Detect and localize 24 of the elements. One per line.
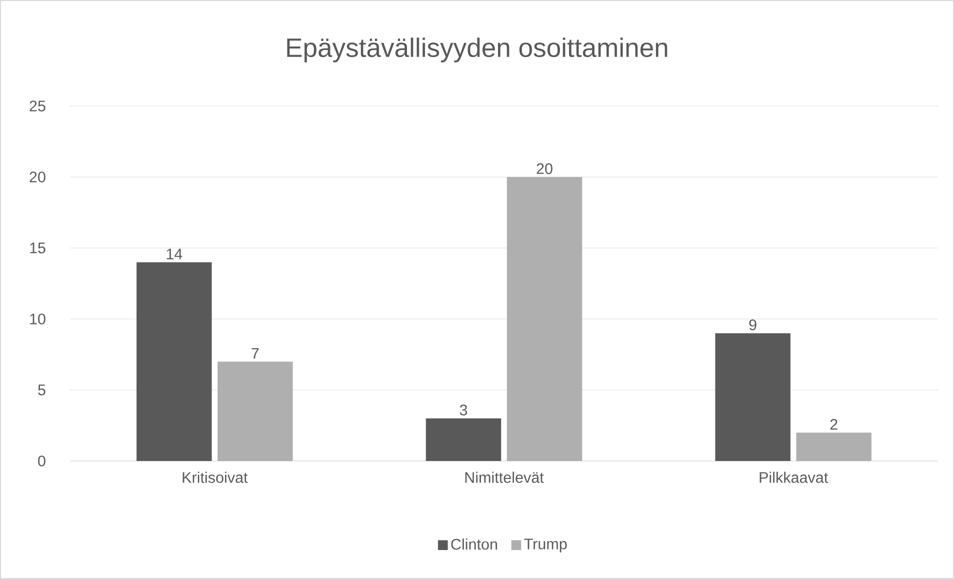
legend-label: Clinton: [451, 538, 497, 550]
bar: [218, 362, 293, 461]
bar: [426, 418, 502, 461]
x-tick-label: Kritisoivat: [182, 472, 248, 483]
y-tick-label: 5: [38, 384, 46, 396]
data-label: 2: [830, 419, 838, 430]
y-tick-label: 20: [30, 172, 46, 182]
y-tick-label: 25: [30, 100, 46, 112]
y-tick-label: 15: [30, 242, 46, 254]
bar: [506, 177, 582, 461]
data-label: 3: [460, 404, 468, 416]
legend-label: Trump: [524, 538, 567, 552]
bar: [715, 333, 790, 461]
data-label: 7: [252, 348, 259, 359]
x-tick-label: Pilkkaavat: [760, 472, 828, 483]
chart-title: Epäystävällisyyden osoittaminen: [287, 38, 668, 62]
y-tick-label: 10: [30, 314, 46, 324]
data-label: 20: [536, 163, 552, 174]
data-label: 14: [166, 248, 182, 260]
y-tick-label: 0: [38, 456, 46, 466]
data-label: 9: [749, 319, 756, 330]
bar: [136, 262, 212, 461]
bar: [796, 432, 872, 461]
x-tick-label: Nimittelevät: [465, 472, 544, 483]
